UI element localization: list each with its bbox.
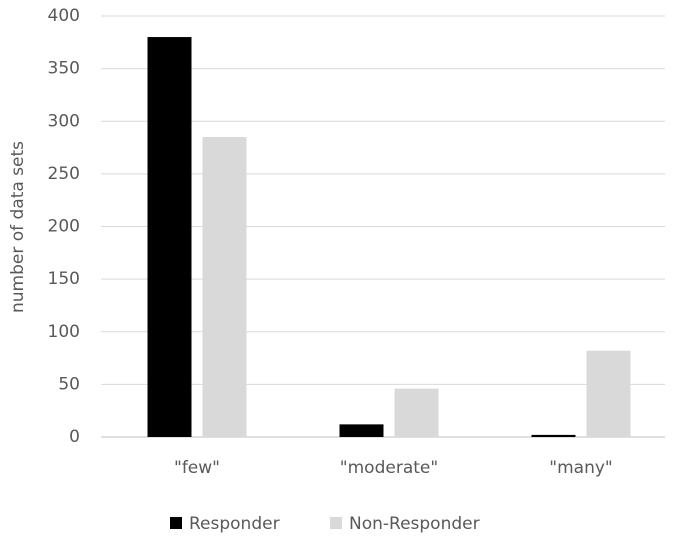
y-tick-label: 400 (48, 6, 80, 26)
x-tick-label: "many" (549, 458, 612, 478)
bar (586, 350, 631, 437)
legend-label: Non-Responder (349, 514, 480, 534)
bar (147, 37, 192, 438)
y-axis-label: number of data sets (8, 141, 28, 313)
legend-label: Responder (189, 514, 280, 534)
bar (394, 388, 439, 437)
legend-swatch (170, 517, 182, 529)
x-tick-label: "few" (174, 458, 220, 478)
x-tick-label: "moderate" (340, 458, 438, 478)
y-tick-label: 0 (69, 427, 80, 447)
y-tick-label: 250 (48, 164, 80, 184)
y-tick-label: 100 (48, 322, 80, 342)
y-tick-label: 300 (48, 111, 80, 131)
y-tick-label: 50 (58, 374, 80, 394)
y-tick-label: 150 (48, 269, 80, 289)
y-tick-label: 350 (48, 59, 80, 79)
legend-swatch (330, 517, 342, 529)
bar (531, 434, 576, 437)
bar (202, 137, 247, 437)
bar (339, 424, 384, 437)
y-tick-label: 200 (48, 217, 80, 237)
